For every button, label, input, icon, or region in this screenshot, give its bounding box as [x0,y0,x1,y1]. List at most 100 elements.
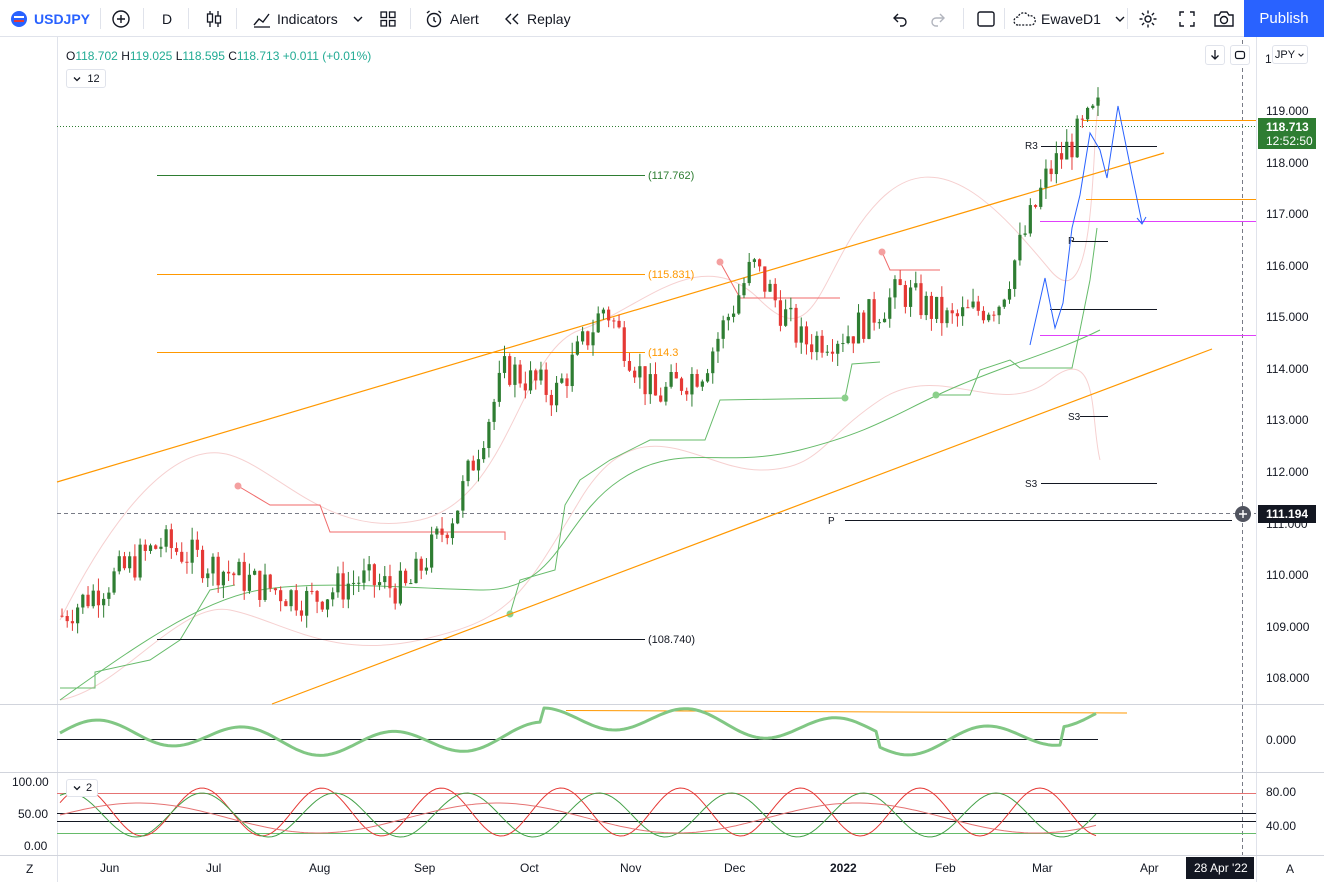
snapshot-button[interactable] [1213,0,1235,37]
candle-body [789,307,793,310]
time-label: Apr [1140,861,1159,875]
candle-body [159,546,163,549]
candle-body [888,297,892,319]
time-label: Dec [724,861,745,875]
expand-button[interactable] [1178,0,1196,37]
alert-button[interactable]: Alert [424,0,479,37]
candle-body [482,448,486,460]
candle-body [226,571,231,574]
crosshair-price-badge: 111.194 [1258,505,1316,523]
time-label: Feb [935,861,956,875]
candle-body [659,395,663,402]
pivot-label-s3-lower: S3 [1025,479,1038,490]
candle-body [825,351,829,353]
candle-body [1091,105,1095,108]
candle-body [633,370,637,378]
sync-button[interactable] [1230,45,1250,65]
gear-icon [1139,10,1157,27]
price-chart[interactable]: (117.762) (115.831) (114.3 (108.740) R3 … [0,37,1324,882]
indicators-label: Indicators [277,10,338,27]
scroll-to-bottom-button[interactable] [1205,45,1225,65]
currency-selector[interactable]: JPY [1272,45,1308,64]
plus-icon [1239,510,1247,518]
candle-body [976,301,980,311]
candle-body [96,590,101,606]
candle-body [1013,260,1017,289]
candle-body [534,370,538,381]
candle-body [612,320,616,322]
price-tick: 117.000 [1266,207,1309,221]
time-label: Sep [414,861,436,875]
candle-body [669,372,673,387]
candle-body [81,594,85,608]
auto-scale-button[interactable]: A [1286,862,1294,876]
candle-body [1007,288,1012,300]
time-label: Nov [620,861,641,875]
replay-button[interactable]: Replay [503,0,571,37]
candle-body [752,259,757,262]
cloud-icon [1013,11,1036,26]
candles-icon [206,10,222,27]
settings-button[interactable] [1138,0,1158,37]
candle-body [903,285,907,307]
osc1-tick: 0.000 [1266,733,1296,747]
level-label-117762: (117.762) [648,170,694,182]
candle-body [570,354,574,387]
candle-body [810,344,814,353]
candle-body [315,591,319,602]
candle-body [154,545,158,549]
price-tick: 116.000 [1266,259,1309,273]
candle-body [351,582,356,584]
candle-body [763,266,767,292]
candle-body [383,576,387,583]
grid-icon [380,10,396,27]
candle-body [804,326,809,345]
indicator-count: 12 [87,72,100,85]
candle-body [414,558,418,584]
undo-icon [893,13,907,27]
flag-icon [11,10,27,27]
candle-body [388,576,392,589]
templates-button[interactable] [378,0,398,37]
candle-body [523,383,527,391]
candle-body [565,378,569,387]
layout-selector[interactable]: EwaveD1 [1012,0,1126,37]
undo-button[interactable] [891,0,909,37]
high-value: 119.025 [129,49,173,63]
candle-body [211,556,215,574]
compare-button[interactable] [111,0,131,37]
candle-body [279,590,283,602]
open-value: 118.702 [75,49,118,63]
interval-button[interactable]: D [162,0,172,37]
candle-body [362,570,366,583]
candle-body [419,558,423,571]
zoom-label: Z [26,862,34,876]
candle-body [862,312,866,339]
arrow-down-icon [1211,50,1219,60]
chevron-down-icon [1115,16,1125,22]
candle-body [299,610,304,616]
chevron-down-icon [73,76,81,81]
trend-channel [56,152,1213,705]
candle-body [1085,107,1090,120]
fullscreen-toggle[interactable] [976,0,996,37]
candle-body [336,573,340,593]
indicators-dropdown[interactable] [352,0,364,37]
candle-body [929,295,934,319]
add-alert-plus-button[interactable] [1235,506,1251,522]
zoom-reset-button[interactable]: Z [26,862,33,876]
chart-type-button[interactable] [204,0,224,37]
symbol-search[interactable]: USDJPY [10,0,90,37]
candle-body [393,588,397,604]
candle-body [435,528,439,535]
candle-body [731,313,736,317]
publish-button[interactable]: Publish [1244,0,1324,37]
candle-body [700,381,704,387]
indicators-button[interactable]: Indicators [252,0,338,37]
candle-body [1054,153,1058,175]
indicator-collapse-button[interactable]: 12 [66,69,106,88]
redo-button[interactable] [929,0,947,37]
open-key: O [66,49,76,63]
candle-body [76,607,80,624]
osc-collapse-button[interactable]: 2 [66,779,98,797]
